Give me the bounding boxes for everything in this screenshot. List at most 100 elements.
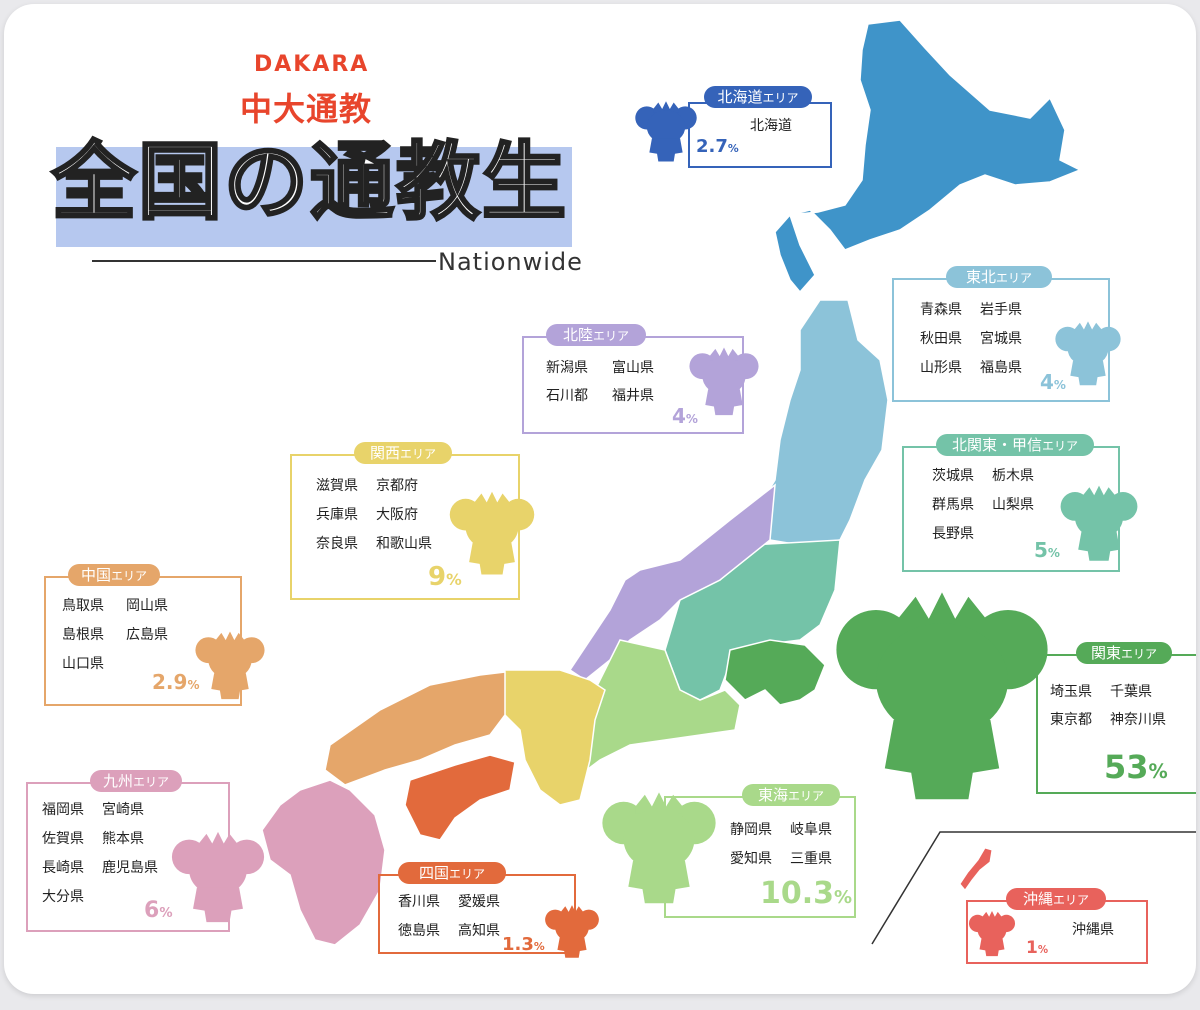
area-percent-kanto: 53% [1104,748,1168,786]
prefecture-label: 静岡県 [730,822,772,838]
region-hokuriku[interactable] [568,483,776,681]
area-name: 東北 [965,268,996,286]
area-percent-okinawa: 1% [1026,938,1048,958]
prefecture-label: 京都府 [376,478,418,494]
prefecture-label: 滋賀県 [316,478,358,494]
mascot-tokai [600,790,718,908]
prefecture-label: 岩手県 [980,302,1022,318]
prefecture-label: 三重県 [790,851,832,867]
area-suffix: エリア [996,271,1033,285]
percent-unit: % [727,142,739,155]
prefecture-label: 山口県 [62,656,104,672]
area-suffix: エリア [1042,439,1079,453]
prefecture-label: 神奈川県 [1110,712,1166,728]
percent-unit: % [685,412,698,426]
prefecture-label: 鹿児島県 [102,860,158,876]
page-title: 全国の通教生 [50,132,569,233]
area-name: 中国 [80,566,111,584]
prefecture-label: 愛媛県 [458,894,500,910]
area-suffix: エリア [762,91,799,105]
prefecture-label: 山梨県 [992,497,1034,513]
region-kansai[interactable] [494,669,606,806]
area-label-hokkaido: 北海道エリア [704,86,812,108]
prefecture-label: 福井県 [612,388,654,404]
percent-value: 2.7 [696,136,728,157]
prefecture-label: 長野県 [932,526,974,542]
area-label-tokai: 東海エリア [742,784,840,806]
prefecture-label: 山形県 [920,360,962,376]
percent-unit: % [1047,546,1060,560]
area-percent-tokai: 10.3% [760,876,852,911]
mascot-kansai [448,490,536,578]
region-kanto[interactable] [724,639,826,706]
area-name: 沖縄 [1022,890,1053,908]
prefecture-label: 奈良県 [316,536,358,552]
area-suffix: エリア [400,447,437,461]
prefecture-label: 茨城県 [932,468,974,484]
area-name: 北陸 [562,326,593,344]
area-box-shikoku [378,874,576,954]
percent-value: 4 [672,404,686,428]
percent-unit: % [159,906,173,921]
subtitle-rule [56,260,436,262]
mascot-kyushu [170,830,266,926]
prefecture-label: 佐賀県 [42,831,84,847]
mascot-okinawa [968,910,1016,958]
region-chugoku[interactable] [324,671,506,786]
percent-value: 2.9 [152,670,188,694]
percent-value: 53 [1104,748,1149,786]
prefecture-label: 新潟県 [546,360,588,376]
percent-value: 1 [1026,938,1038,958]
region-hokkaido[interactable] [774,19,1082,294]
area-suffix: エリア [1121,647,1158,661]
area-suffix: エリア [1053,893,1090,907]
area-name: 関東 [1090,644,1121,662]
region-okinawa[interactable] [959,847,993,891]
percent-unit: % [533,940,545,953]
area-percent-kitakanto: 5% [1034,538,1060,562]
percent-unit: % [1037,945,1049,956]
prefecture-label: 和歌山県 [376,536,432,552]
percent-value: 5 [1034,538,1048,562]
prefecture-label: 宮城県 [980,331,1022,347]
percent-value: 9 [428,562,447,592]
percent-unit: % [446,571,462,589]
area-name: 東海 [757,786,788,804]
prefecture-label: 高知県 [458,923,500,939]
map-card: DAKARA 中大通教 全国の通教生 Nationwide 北海道エリア 北海道 2… [4,4,1196,994]
mascot-kitakanto [1059,484,1139,564]
area-percent-chugoku: 2.9% [152,670,199,694]
prefecture-label: 鳥取県 [62,598,104,614]
mascot-chugoku [194,630,266,702]
prefecture-label: 大阪府 [376,507,418,523]
prefecture-label: 宮崎県 [102,802,144,818]
area-label-kansai: 関西エリア [354,442,452,464]
percent-unit: % [187,678,200,692]
area-label-okinawa: 沖縄エリア [1006,888,1106,910]
percent-unit: % [1053,378,1066,392]
japan-map [261,19,1196,946]
area-percent-kansai: 9% [428,562,462,592]
prefecture-label: 千葉県 [1110,684,1152,700]
area-percent-hokuriku: 4% [672,404,698,428]
percent-unit: % [834,887,853,908]
area-suffix: エリア [449,867,486,881]
prefecture-label: 福岡県 [42,802,84,818]
prefecture-label: 兵庫県 [316,507,358,523]
prefecture-label: 徳島県 [398,923,440,939]
region-shikoku[interactable] [404,754,516,841]
prefecture-label: 岐阜県 [790,822,832,838]
prefecture-label: 岡山県 [126,598,168,614]
area-percent-kyushu: 6% [144,898,173,923]
area-suffix: エリア [788,789,825,803]
region-kyushu[interactable] [261,779,386,946]
prefecture-label: 埼玉県 [1050,684,1092,700]
area-name: 北関東・甲信 [951,436,1042,454]
prefecture-label: 東京都 [1050,712,1092,728]
area-label-shikoku: 四国エリア [398,862,506,884]
mascot-hokkaido [634,100,698,164]
region-tohoku[interactable] [759,299,889,546]
area-box-hokkaido [688,102,832,168]
logo-brand: DAKARA [254,52,370,77]
prefecture-label: 北海道 [750,118,792,134]
